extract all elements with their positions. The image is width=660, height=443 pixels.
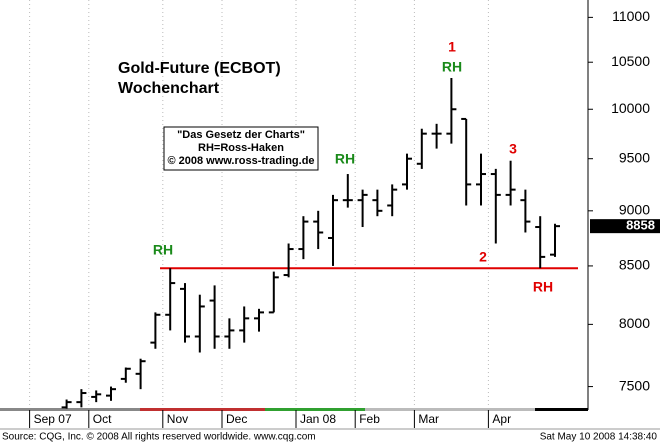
note-line: © 2008 www.ross-trading.de bbox=[167, 155, 314, 167]
chart-subtitle: Wochenchart bbox=[118, 80, 220, 97]
y-tick-label: 11000 bbox=[612, 8, 650, 24]
y-tick-label: 9000 bbox=[619, 202, 650, 218]
period-strip bbox=[265, 408, 365, 411]
note-box bbox=[163, 126, 319, 171]
annotation: RH bbox=[442, 59, 462, 75]
last-price-box bbox=[590, 219, 660, 234]
period-strip bbox=[535, 408, 588, 411]
x-tick-label: Nov bbox=[167, 412, 188, 426]
chart-title: Gold-Future (ECBOT) bbox=[118, 60, 281, 77]
x-tick-label: Sep 07 bbox=[34, 412, 72, 426]
x-tick-label: Dec bbox=[226, 412, 247, 426]
grid bbox=[29, 0, 489, 410]
x-tick-label: Jan 08 bbox=[300, 412, 336, 426]
period-strip bbox=[140, 408, 265, 411]
annotation: RH bbox=[533, 279, 553, 295]
x-tick-label: Mar bbox=[418, 412, 439, 426]
y-tick-label: 10000 bbox=[611, 100, 650, 116]
annotation: 2 bbox=[479, 249, 487, 265]
last-price-label: 8858 bbox=[626, 218, 655, 233]
y-tick-label: 8500 bbox=[619, 257, 650, 273]
annotation: RH bbox=[335, 151, 355, 167]
y-tick-label: 8000 bbox=[619, 315, 650, 331]
annotation: 3 bbox=[509, 141, 517, 157]
x-tick-label: Apr bbox=[492, 412, 511, 426]
note-line: "Das Gesetz der Charts" bbox=[177, 129, 305, 141]
footer-timestamp: Sat May 10 2008 14:38:40 bbox=[540, 432, 658, 443]
annotation: 1 bbox=[448, 39, 456, 55]
period-strip bbox=[0, 408, 140, 411]
annotation: RH bbox=[153, 242, 173, 258]
note-line: RH=Ross-Haken bbox=[198, 142, 284, 154]
footer-source: Source: CQG, Inc. © 2008 All rights rese… bbox=[2, 432, 316, 443]
x-tick-label: Feb bbox=[359, 412, 380, 426]
y-tick-label: 10500 bbox=[611, 53, 650, 69]
y-tick-label: 9500 bbox=[619, 149, 650, 165]
period-strip bbox=[365, 408, 535, 411]
x-tick-label: Oct bbox=[93, 412, 112, 426]
y-tick-label: 7500 bbox=[619, 377, 650, 393]
